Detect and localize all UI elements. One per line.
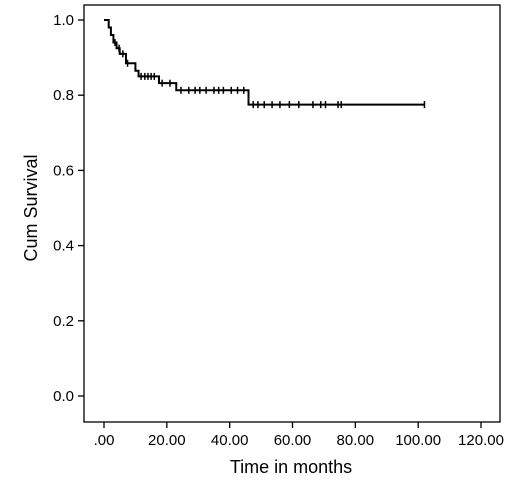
x-tick-label: 100.00	[395, 432, 441, 449]
x-axis-ticks: .00 20.00 40.00 60.00 80.00 100.00 120.00	[94, 422, 504, 449]
x-tick-label: 40.00	[211, 432, 249, 449]
x-tick-label: 80.00	[337, 432, 375, 449]
x-tick-label: 120.00	[458, 432, 504, 449]
survival-curve-group	[104, 19, 425, 106]
y-axis-ticks: 0.0 0.2 0.4 0.6 0.8 1.0	[53, 12, 84, 405]
x-tick-label: 60.00	[274, 432, 312, 449]
x-axis-title: Time in months	[230, 457, 352, 477]
y-tick-label: 1.0	[53, 12, 74, 29]
x-tick-label: .00	[94, 432, 115, 449]
y-tick-label: 0.4	[53, 238, 74, 255]
y-tick-label: 0.6	[53, 162, 74, 179]
y-tick-label: 0.2	[53, 313, 74, 330]
y-tick-label: 0.0	[53, 388, 74, 405]
censored-marks-group	[114, 39, 426, 109]
survival-step-line	[104, 19, 425, 106]
plot-frame	[83, 4, 501, 423]
y-axis-title: Cum Survival	[21, 154, 41, 261]
y-tick-label: 0.8	[53, 87, 74, 104]
chart-axes	[83, 4, 501, 423]
x-tick-label: 20.00	[148, 432, 186, 449]
